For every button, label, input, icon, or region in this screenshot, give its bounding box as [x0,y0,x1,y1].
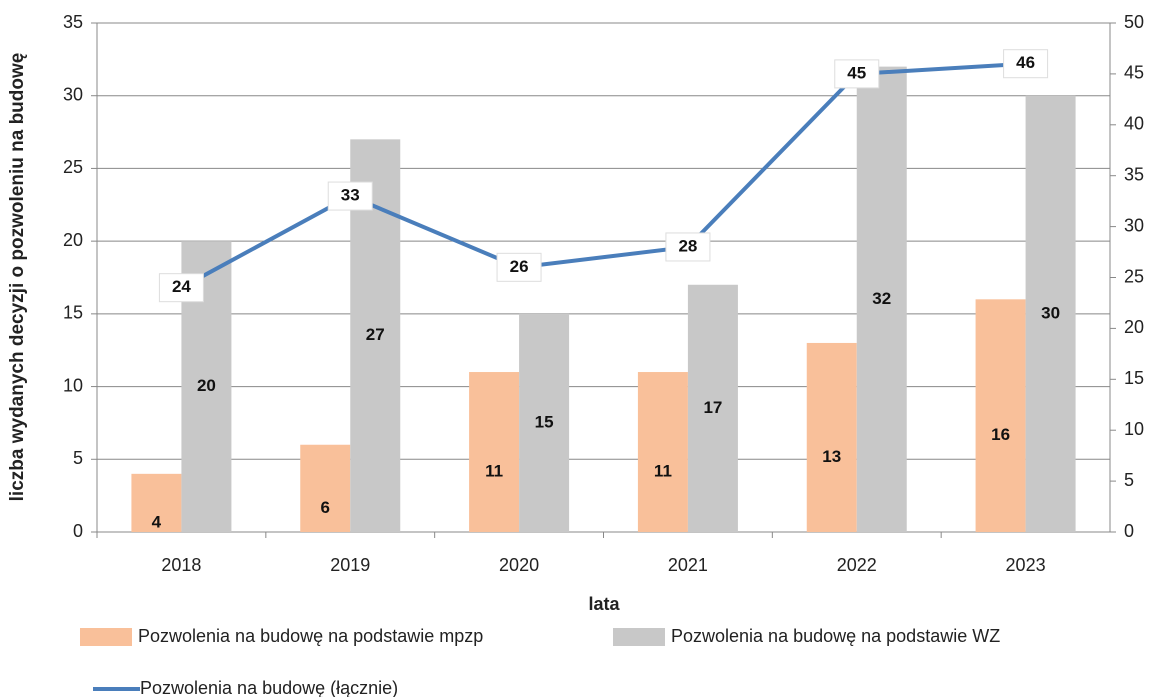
x-axis-label: lata [588,594,620,614]
legend-swatch [613,628,665,646]
bar [687,284,738,532]
data-label: 45 [847,63,866,82]
bar [1025,95,1076,532]
data-label: 6 [321,498,330,517]
bar [300,444,351,532]
label-box [496,252,542,282]
data-label: 32 [872,289,891,308]
x-tick-label: 2019 [330,555,370,575]
y-tick-label: 15 [63,303,83,323]
data-label: 28 [678,236,697,255]
data-label: 33 [341,186,360,205]
legend-swatch [80,628,132,646]
data-label: 26 [510,257,529,276]
data-label: 20 [197,376,216,395]
y2-tick-label: 10 [1124,419,1144,439]
data-label: 27 [366,325,385,344]
bar [975,299,1026,532]
data-label: 15 [535,412,554,431]
data-label: 30 [1041,303,1060,322]
legend-label: Pozwolenia na budowę na podstawie mpzp [138,626,483,646]
y-axis-label: liczba wydanych decyzji o pozwoleniu na … [7,53,28,502]
x-tick-label: 2022 [837,555,877,575]
y2-tick-label: 25 [1124,266,1144,286]
y2-tick-label: 50 [1124,12,1144,32]
label-box [665,232,711,262]
bar [806,342,857,532]
y-tick-label: 35 [63,12,83,32]
legend-label: Pozwolenia na budowę na podstawie WZ [671,626,1000,646]
bar [856,66,907,532]
y2-tick-label: 30 [1124,215,1144,235]
x-tick-label: 2023 [1006,555,1046,575]
data-label: 16 [991,425,1010,444]
bar [131,473,182,532]
data-label: 4 [152,512,162,531]
y2-tick-label: 5 [1124,470,1134,490]
y-tick-label: 0 [73,521,83,541]
data-label: 46 [1016,53,1035,72]
y2-tick-label: 15 [1124,368,1144,388]
data-label: 17 [703,398,722,417]
label-box [158,273,204,303]
bar [637,372,688,532]
x-tick-label: 2018 [161,555,201,575]
label-box [834,59,880,89]
y2-tick-label: 0 [1124,521,1134,541]
bar [469,372,520,532]
y2-tick-label: 40 [1124,114,1144,134]
line [180,61,1026,290]
y-tick-label: 10 [63,375,83,395]
y-tick-label: 30 [63,84,83,104]
y2-tick-label: 45 [1124,63,1144,83]
data-label: 24 [172,277,191,296]
y2-tick-label: 35 [1124,164,1144,184]
bar [519,313,570,532]
y-tick-label: 20 [63,230,83,250]
data-label: 11 [654,461,672,480]
y-tick-label: 5 [73,448,83,468]
y-tick-label: 25 [63,157,83,177]
data-label: 11 [485,461,503,480]
legend-label: Pozwolenia na budowę (łącznie) [140,678,398,697]
data-label: 13 [822,447,841,466]
label-box [327,181,373,211]
x-tick-label: 2020 [499,555,539,575]
label-box [1003,49,1049,79]
y2-tick-label: 20 [1124,317,1144,337]
x-tick-label: 2021 [668,555,708,575]
